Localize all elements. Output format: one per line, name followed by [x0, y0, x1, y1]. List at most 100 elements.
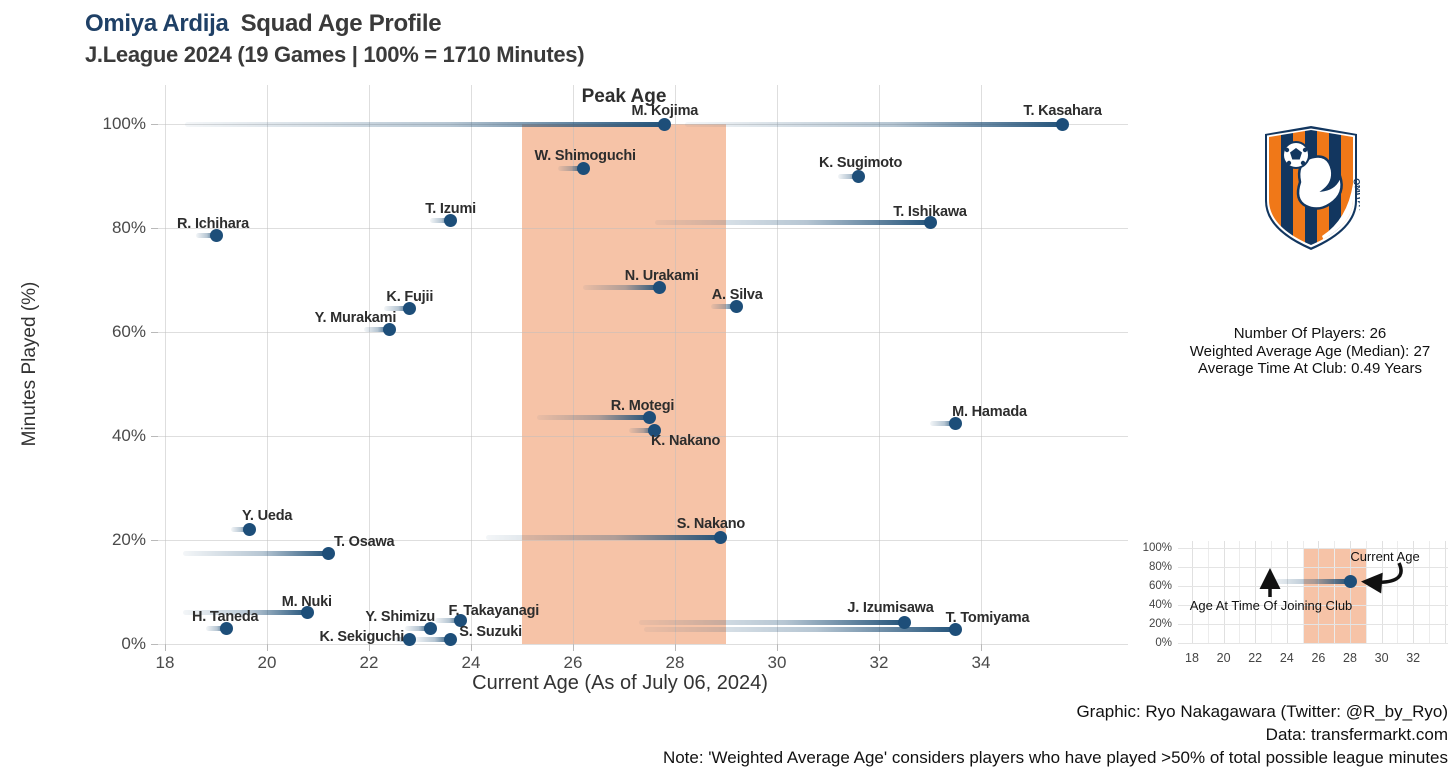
x-gridline — [165, 85, 166, 644]
player-trail — [583, 285, 660, 291]
player-trail — [182, 610, 308, 616]
inset-x-tick-label: 28 — [1343, 651, 1357, 665]
player-trail — [205, 625, 227, 631]
player-dot — [923, 216, 937, 230]
inset-x-gridline — [1318, 541, 1320, 643]
player-trail — [185, 121, 665, 127]
player-name-label: Y. Murakami — [314, 310, 397, 327]
player-name-label: S. Suzuki — [459, 623, 522, 640]
player-name-label: M. Kojima — [631, 103, 699, 119]
player-name-label: H. Taneda — [191, 609, 259, 626]
inset-x-gridline — [1255, 541, 1257, 643]
player-dot — [454, 614, 468, 628]
player-trail — [710, 303, 737, 309]
player-dot — [321, 546, 335, 560]
player-dot — [444, 213, 458, 227]
x-axis-title: Current Age (As of July 06, 2024) — [472, 672, 768, 694]
player-trail — [430, 217, 451, 223]
x-tick-mark — [777, 644, 778, 651]
inset-current-age-label: Current Age — [1350, 549, 1420, 564]
player-name-label: T. Izumi — [425, 201, 476, 218]
player-trail — [654, 220, 930, 226]
inset-x-gridline — [1397, 541, 1399, 643]
x-gridline — [471, 85, 472, 644]
x-gridline — [267, 85, 268, 644]
player-name-label: F. Takayanagi — [448, 602, 540, 619]
inset-x-gridline — [1350, 541, 1351, 643]
y-tick-mark — [151, 124, 158, 125]
inset-x-tick-label: 26 — [1311, 651, 1326, 665]
crest-stripes — [1269, 130, 1353, 245]
player-name-label: R. Ichihara — [177, 215, 249, 232]
player-trail — [685, 121, 1063, 127]
player-trail — [384, 306, 410, 312]
player-trail — [486, 534, 721, 540]
player-dot — [1056, 117, 1070, 131]
credit-graphic-author: Graphic: Ryo Nakagawara (Twitter: @R_by_… — [1076, 702, 1448, 721]
player-dot — [714, 530, 728, 544]
player-dot — [301, 606, 315, 620]
inset-y-gridline — [1178, 567, 1448, 568]
inset-example-trail — [1271, 578, 1350, 584]
player-name-label: T. Kasahara — [1023, 103, 1102, 119]
peak-age-band — [522, 124, 726, 644]
x-gridline — [879, 85, 880, 644]
club-crest-logo: OMIYA ARDIJA — [1265, 126, 1360, 250]
player-dot — [949, 623, 962, 637]
page-title: Omiya Ardija Squad Age Profile — [85, 10, 442, 38]
y-tick-label: 20% — [111, 530, 146, 549]
x-tick-label: 30 — [767, 653, 787, 672]
player-trail — [363, 326, 390, 332]
player-name-label: Y. Shimizu — [365, 609, 436, 626]
x-tick-mark — [573, 644, 574, 651]
inset-x-gridline — [1302, 541, 1304, 643]
player-dot — [403, 633, 417, 647]
inset-x-tick-label: 24 — [1279, 651, 1294, 665]
y-tick-mark — [151, 436, 158, 437]
player-trail — [195, 233, 216, 239]
inset-y-gridline — [1178, 586, 1448, 587]
inset-x-gridline — [1286, 541, 1288, 643]
y-tick-mark — [151, 540, 158, 541]
x-tick-mark — [879, 644, 880, 651]
player-dot — [653, 281, 667, 295]
x-gridline — [777, 85, 778, 644]
player-trail — [182, 550, 329, 556]
player-name-label: R. Motegi — [610, 397, 675, 414]
player-trail — [557, 165, 584, 171]
inset-x-gridline — [1429, 541, 1430, 643]
player-name-label: M. Hamada — [952, 404, 1027, 420]
player-dot — [576, 161, 590, 175]
x-tick-mark — [471, 644, 472, 651]
player-dot — [209, 229, 223, 243]
y-tick-mark — [151, 332, 158, 333]
inset-y-tick-label: 20% — [1148, 618, 1172, 630]
x-tick-mark — [267, 644, 268, 651]
player-name-label: K. Nakano — [651, 432, 721, 449]
player-name-label: K. Fujii — [386, 288, 434, 305]
inset-y-gridline — [1178, 643, 1448, 644]
inset-y-tick-label: 80% — [1148, 561, 1172, 573]
player-name-label: T. Ishikawa — [893, 203, 967, 220]
x-tick-mark — [369, 644, 370, 651]
player-name-label: M. Nuki — [281, 593, 332, 610]
stat-number-of-players: Number Of Players: 26 — [1233, 325, 1387, 342]
inset-x-tick-label: 22 — [1248, 651, 1263, 665]
inset-example-dot — [1343, 574, 1357, 588]
player-dot — [898, 615, 911, 629]
inset-x-gridline — [1192, 541, 1193, 643]
player-dot — [444, 633, 458, 647]
inset-x-gridline — [1444, 541, 1446, 643]
player-trail — [639, 619, 905, 625]
y-gridline — [158, 228, 1128, 229]
player-dot — [403, 302, 417, 316]
player-name-label: W. Shimoguchi — [534, 148, 637, 165]
y-tick-label: 0% — [121, 634, 146, 653]
x-tick-mark — [675, 644, 676, 651]
player-name-label: K. Sugimoto — [819, 155, 903, 171]
inset-y-gridline — [1178, 624, 1448, 625]
x-tick-mark — [165, 644, 166, 651]
inset-x-gridline — [1271, 541, 1272, 643]
player-trail — [394, 637, 410, 643]
